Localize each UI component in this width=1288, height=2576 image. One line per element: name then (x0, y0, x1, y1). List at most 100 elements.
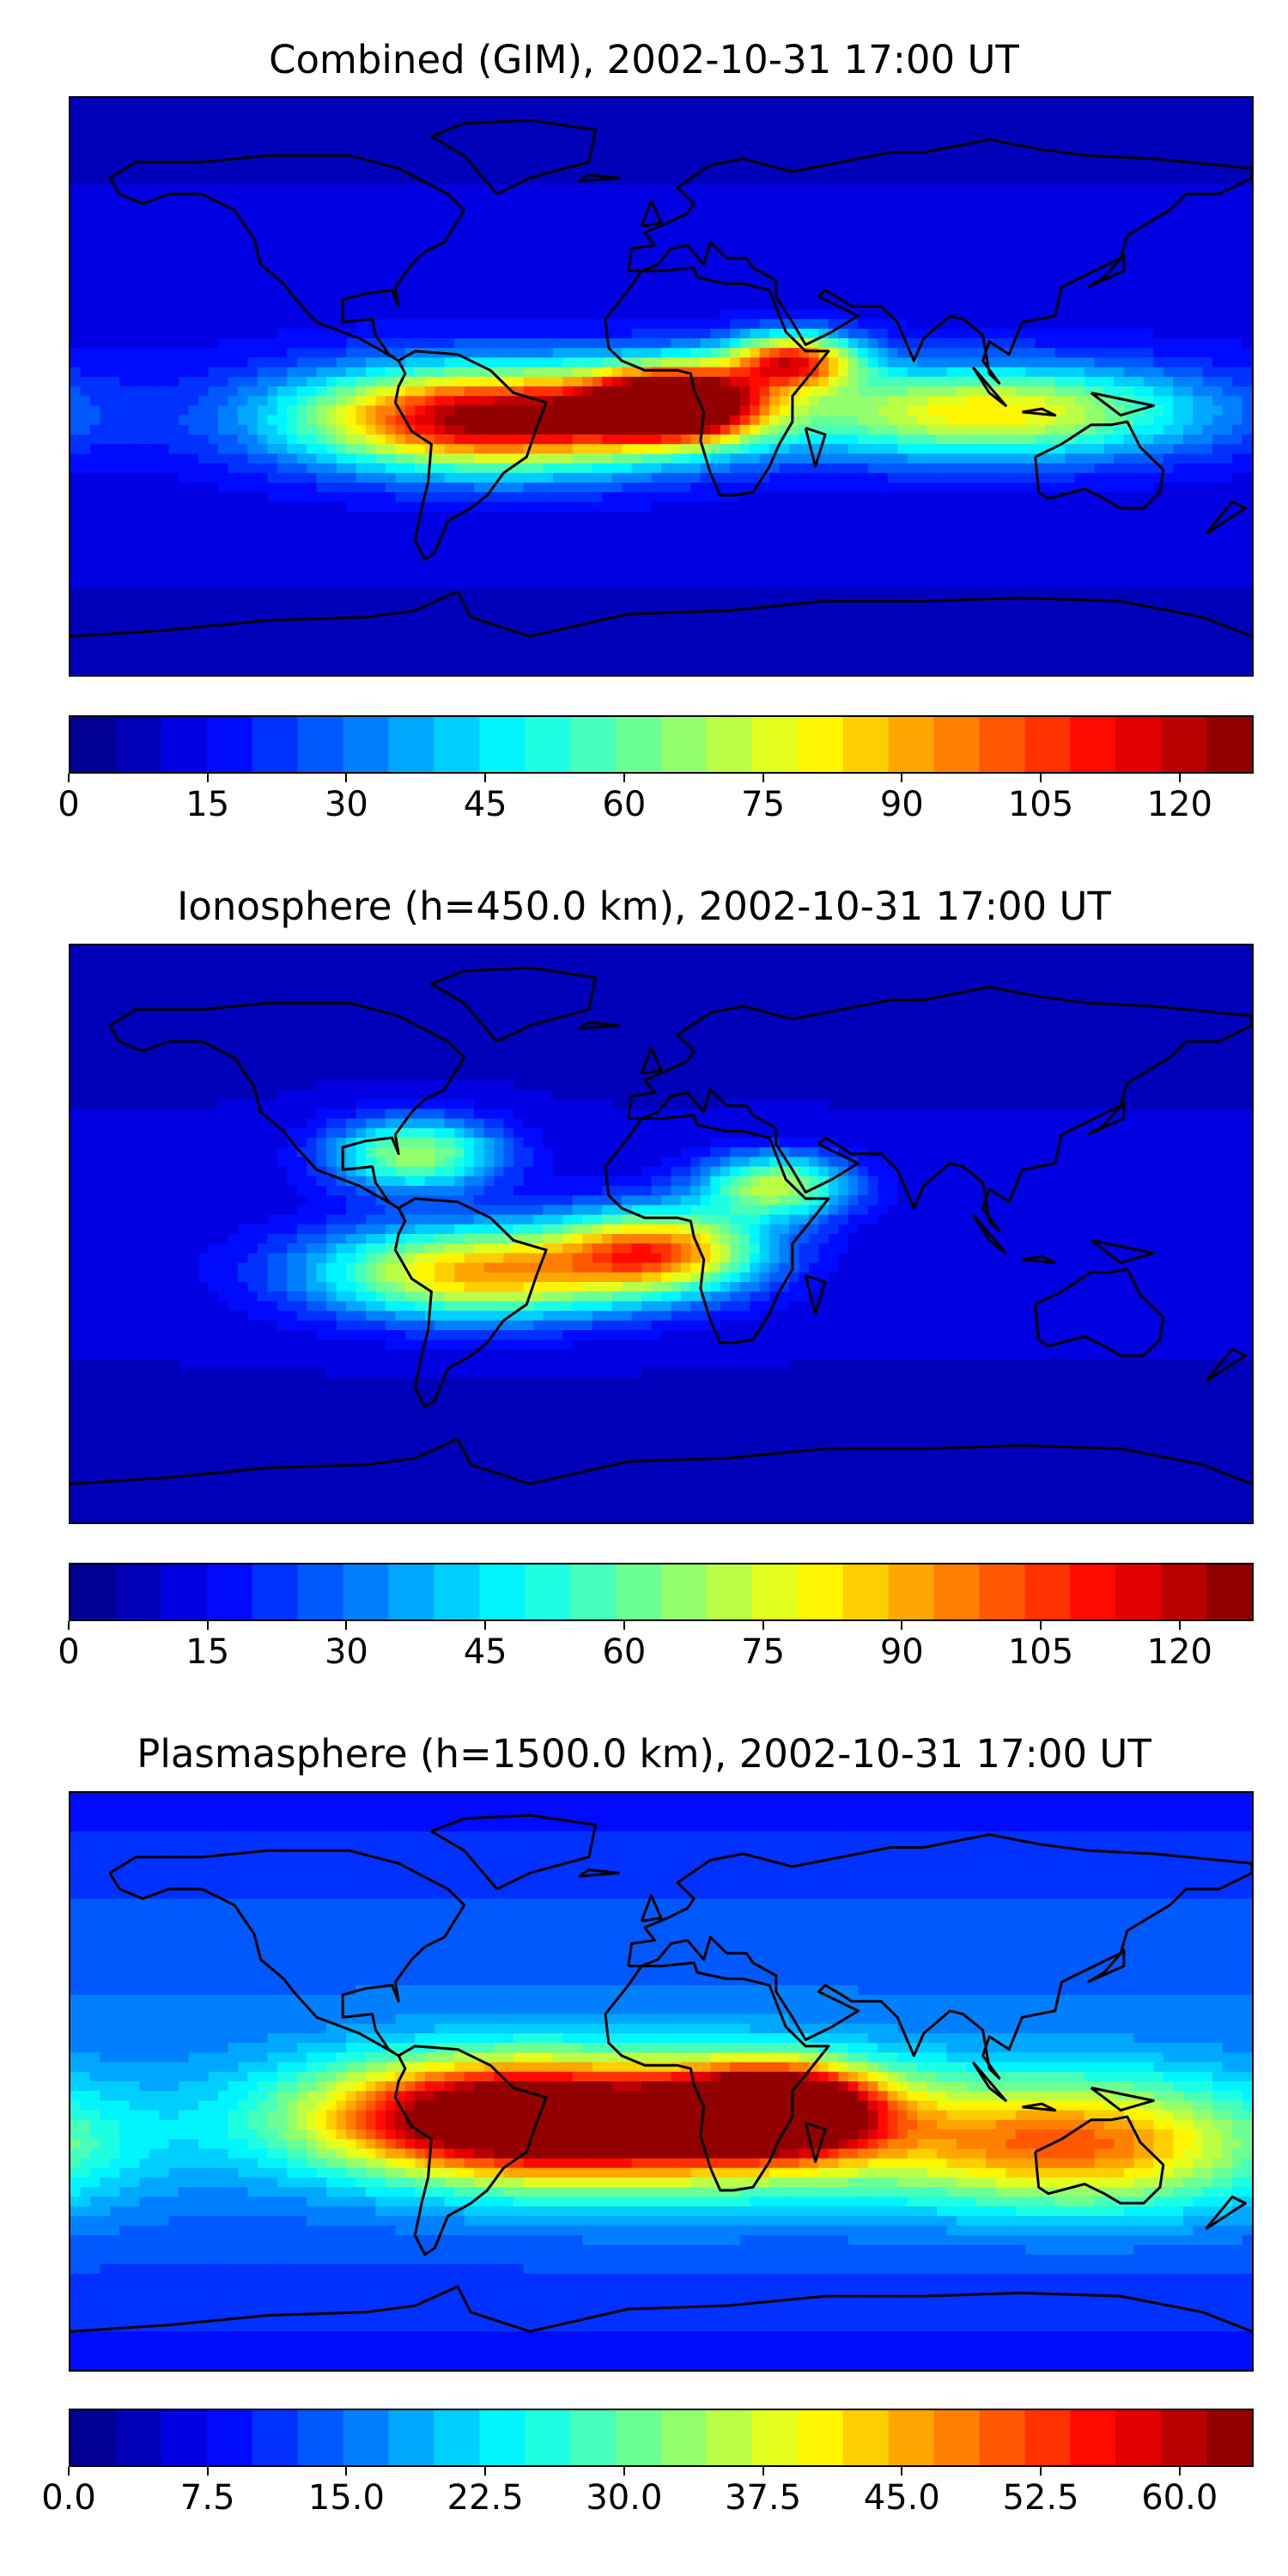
heatmap-cell (228, 444, 239, 454)
heatmap-cell (168, 463, 179, 474)
heatmap-cell (139, 453, 150, 465)
heatmap-cell (346, 146, 357, 156)
heatmap-cell (661, 453, 672, 465)
heatmap-cell (513, 424, 525, 435)
heatmap-cell (661, 136, 672, 147)
heatmap-cell (1084, 155, 1096, 166)
heatmap-cell (89, 126, 100, 137)
heatmap-cell (89, 261, 100, 272)
heatmap-cell (523, 396, 534, 406)
heatmap-cell (1193, 261, 1204, 272)
heatmap-cell (957, 261, 968, 272)
heatmap-cell (208, 367, 219, 378)
heatmap-cell (946, 280, 957, 291)
heatmap-cell (188, 184, 199, 195)
heatmap-cell (680, 204, 691, 214)
heatmap-cell (1212, 338, 1224, 349)
heatmap-cell (1232, 117, 1243, 128)
heatmap-cell (1163, 357, 1174, 368)
heatmap-cell (404, 213, 416, 224)
heatmap-cell (1094, 309, 1105, 320)
heatmap-cell (710, 252, 721, 262)
heatmap-cell (858, 290, 869, 301)
heatmap-cell (552, 136, 563, 147)
heatmap-cell (228, 415, 239, 426)
heatmap-cell (454, 136, 465, 147)
heatmap-cell (887, 213, 898, 224)
heatmap-cell (464, 126, 475, 137)
heatmap-cell (1232, 280, 1243, 291)
heatmap-cell (119, 174, 131, 185)
heatmap-cell (957, 146, 968, 156)
heatmap-cell (700, 463, 711, 474)
heatmap-cell (346, 483, 357, 493)
heatmap-cell (307, 232, 318, 243)
heatmap-cell (1143, 155, 1154, 166)
heatmap-cell (1173, 184, 1184, 195)
heatmap-cell (307, 328, 318, 339)
heatmap-cell (464, 376, 475, 387)
heatmap-cell (523, 453, 534, 465)
heatmap-cell (907, 117, 918, 128)
heatmap-cell (828, 155, 839, 166)
heatmap-cell (651, 280, 662, 291)
heatmap-cell (80, 483, 91, 493)
heatmap-cell (641, 270, 653, 282)
heatmap-cell (1242, 357, 1252, 368)
heatmap-cell (602, 424, 613, 435)
heatmap-cell (454, 386, 465, 397)
heatmap-cell (1005, 174, 1017, 185)
heatmap-cell (276, 338, 288, 349)
heatmap-cell (917, 386, 928, 397)
heatmap-cell (1182, 222, 1194, 234)
heatmap-cell (415, 117, 426, 128)
heatmap-cell (809, 492, 820, 502)
heatmap-cell (927, 204, 938, 214)
heatmap-cell (276, 472, 288, 483)
heatmap-cell (1035, 434, 1046, 445)
heatmap-cell (690, 492, 702, 502)
heatmap-cell (1163, 270, 1174, 282)
heatmap-cell (1104, 136, 1115, 147)
heatmap-cell (1222, 338, 1233, 349)
heatmap-cell (444, 222, 455, 234)
heatmap-cell (188, 290, 199, 301)
heatmap-cell (454, 174, 465, 185)
heatmap-cell (1182, 213, 1194, 224)
heatmap-cell (710, 367, 721, 378)
heatmap-cell (316, 155, 327, 166)
heatmap-cell (168, 396, 179, 406)
heatmap-cell (680, 222, 691, 234)
heatmap-cell (100, 300, 111, 310)
heatmap-cell (769, 98, 781, 108)
heatmap-cell (907, 261, 918, 272)
heatmap-cell (267, 213, 278, 224)
heatmap-cell (513, 386, 525, 397)
heatmap-cell (1054, 472, 1066, 483)
heatmap-cell (375, 434, 386, 445)
heatmap-cell (809, 107, 820, 118)
heatmap-cell (1232, 184, 1243, 195)
heatmap-cell (1005, 117, 1017, 128)
heatmap-cell (267, 444, 278, 454)
heatmap-cell (543, 174, 554, 185)
heatmap-cell (907, 309, 918, 320)
heatmap-cell (257, 367, 268, 378)
heatmap-cell (513, 213, 525, 224)
heatmap-cell (887, 463, 898, 474)
heatmap-cell (89, 319, 100, 330)
heatmap-cell (572, 184, 583, 195)
heatmap-cell (1084, 348, 1096, 358)
heatmap-cell (247, 184, 258, 195)
heatmap-cell (267, 252, 278, 262)
heatmap-cell (1212, 136, 1224, 147)
heatmap-cell (631, 483, 642, 493)
heatmap-cell (1153, 146, 1164, 156)
heatmap-cell (424, 472, 435, 483)
heatmap-cell (276, 98, 288, 108)
heatmap-cell (404, 117, 416, 128)
heatmap-cell (149, 338, 160, 349)
heatmap-cell (385, 280, 396, 291)
heatmap-cell (641, 204, 653, 214)
heatmap-cell (1005, 126, 1017, 137)
